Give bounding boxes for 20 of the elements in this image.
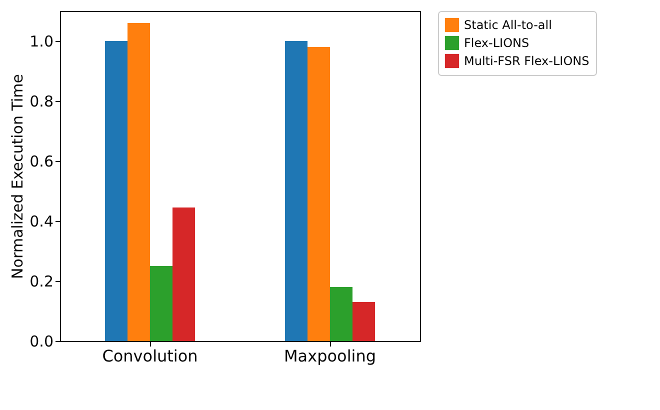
bar <box>172 208 195 341</box>
y-axis-title: Normalized Execution Time <box>8 74 27 279</box>
bar <box>105 41 128 341</box>
bar <box>128 23 150 341</box>
y-tick-label: 0.4 <box>30 212 54 230</box>
y-tick-label: 0.6 <box>30 152 54 170</box>
y-tick-label: 0.0 <box>30 332 54 350</box>
legend-label: Flex-LIONS <box>464 36 530 50</box>
bar <box>352 302 375 341</box>
y-tick-label: 0.8 <box>30 92 54 110</box>
legend-label: Static All-to-all <box>464 18 552 32</box>
x-tick-label: Convolution <box>102 346 198 366</box>
bar <box>150 266 172 341</box>
y-tick-label: 1.0 <box>30 32 54 50</box>
bar <box>308 47 330 341</box>
x-tick-label: Maxpooling <box>284 346 376 366</box>
bar <box>285 41 308 341</box>
y-tick-label: 0.2 <box>30 272 54 290</box>
bar <box>330 287 352 341</box>
legend-label: Multi-FSR Flex-LIONS <box>464 54 590 68</box>
